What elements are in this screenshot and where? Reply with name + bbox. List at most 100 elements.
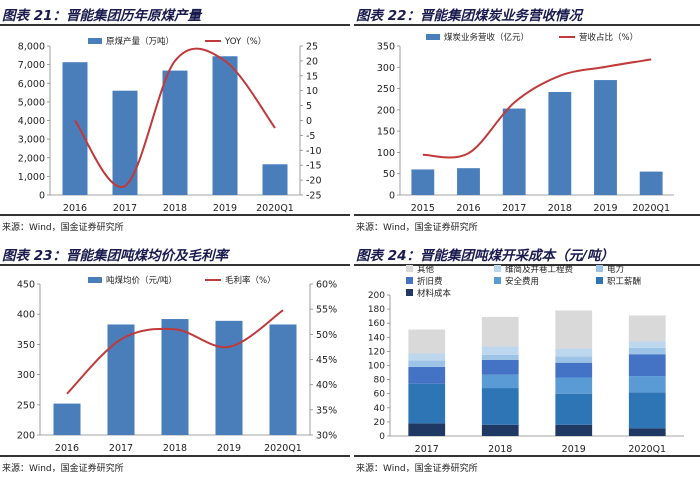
bar xyxy=(107,324,135,435)
y-tick-label-left: 120 xyxy=(368,347,385,357)
y-tick-label-right: -20 xyxy=(306,176,322,187)
x-tick-label: 2019 xyxy=(593,203,617,214)
y-tick-label-left: 350 xyxy=(17,340,35,351)
y-tick-label-left: 2,000 xyxy=(18,153,45,164)
x-tick-label: 2019 xyxy=(562,444,586,455)
x-tick-label: 2020Q1 xyxy=(256,203,294,214)
bar xyxy=(162,70,188,195)
stack-segment xyxy=(555,356,593,363)
y-tick-label-left: 200 xyxy=(368,291,385,301)
bar xyxy=(269,324,297,435)
legend-swatch-bar xyxy=(88,277,102,283)
y-tick-label-left: 200 xyxy=(377,105,395,116)
y-tick-label-right: -25 xyxy=(306,191,322,202)
chart-title: 图表 24：晋能集团吨煤开采成本（元/吨） xyxy=(356,248,614,264)
y-tick-label-left: 100 xyxy=(368,362,385,372)
stack-segment xyxy=(555,424,593,436)
y-tick-label-left: 4,000 xyxy=(18,116,45,127)
y-tick-label-left: 7,000 xyxy=(18,60,45,71)
y-tick-label-left: 300 xyxy=(17,370,35,381)
x-tick-label: 2018 xyxy=(488,444,512,455)
legend-label: 煤炭业务营收（亿元） xyxy=(444,32,529,43)
chart-title: 图表 23：晋能集团吨煤均价及毛利率 xyxy=(2,248,228,264)
x-tick-label: 2020Q1 xyxy=(264,443,302,454)
bar xyxy=(62,62,88,195)
y-tick-label-right: 0 xyxy=(306,116,312,127)
stack-segment xyxy=(628,428,666,436)
x-tick-label: 2015 xyxy=(411,203,435,214)
source-rule xyxy=(354,455,700,457)
stack-segment xyxy=(481,374,519,389)
y-tick-label-left: 5,000 xyxy=(18,97,45,108)
x-tick-label: 2017 xyxy=(502,203,526,214)
legend-label: 营收占比（%） xyxy=(579,32,638,43)
legend-label: 材料成本 xyxy=(417,288,452,299)
stack-segment xyxy=(628,392,666,429)
y-tick-label-right: 40% xyxy=(316,380,337,391)
title-rule xyxy=(0,264,350,266)
y-tick-label-left: 100 xyxy=(377,148,395,159)
chart-title: 图表 21：晋能集团历年原煤产量 xyxy=(2,8,201,24)
bar xyxy=(639,171,663,195)
x-tick-label: 2017 xyxy=(109,443,133,454)
y-tick-label-right: 10 xyxy=(306,86,318,97)
stack-segment xyxy=(628,315,666,342)
y-tick-label-right: 60% xyxy=(316,280,337,291)
stack-segment xyxy=(481,388,519,425)
y-tick-label-right: 5 xyxy=(306,101,312,112)
y-tick-label-left: 0 xyxy=(379,432,385,442)
y-tick-label-right: 50% xyxy=(316,330,337,341)
stack-segment xyxy=(481,359,519,375)
legend-label: YOY（%） xyxy=(224,36,266,47)
series-line xyxy=(422,58,652,159)
stack-segment xyxy=(481,316,519,347)
panel-chart-21: 图表 21：晋能集团历年原煤产量 0 1,000 2,000 3,000 4,000 5,… xyxy=(0,0,350,238)
legend-label: 电力 xyxy=(607,264,624,275)
y-tick-label-left: 160 xyxy=(368,319,385,329)
chart-21-svg: 0 1,000 2,000 3,000 4,000 5,000 6,000 7,000 8,00… xyxy=(18,36,322,214)
stack-segment xyxy=(555,310,593,349)
y-tick-label-right: 15 xyxy=(306,71,318,82)
legend-swatch xyxy=(494,277,501,284)
stack-segment xyxy=(481,424,519,436)
chart-22-svg: 0 50 100 150 200 250 300 350 2015 2016 2017 2018 201… xyxy=(377,32,674,214)
title-rule xyxy=(354,24,700,26)
y-tick-label-left: 6,000 xyxy=(18,79,45,90)
y-tick-label-right: -10 xyxy=(306,146,322,157)
chart-23-svg: 200 250 300 350 400 450 30% 35% 40% 45% 50% 55% 60% 2… xyxy=(17,275,337,454)
source-rule xyxy=(0,214,350,216)
x-tick-label: 2016 xyxy=(55,443,79,454)
x-tick-label: 2020Q1 xyxy=(632,203,670,214)
stack-segment xyxy=(408,366,446,384)
stack-segment xyxy=(408,423,446,436)
x-tick-label: 2017 xyxy=(113,203,137,214)
y-tick-label-left: 50 xyxy=(383,169,395,180)
legend-label: 毛利率（%） xyxy=(225,275,276,286)
bar xyxy=(411,169,435,195)
bar xyxy=(212,56,238,196)
bar xyxy=(548,91,572,195)
stack-segment xyxy=(408,383,446,424)
chart-source: 来源：Wind，国金证券研究所 xyxy=(2,223,124,233)
x-tick-label: 2019 xyxy=(213,203,237,214)
x-tick-label: 2019 xyxy=(217,443,241,454)
legend-swatch-bar xyxy=(88,38,102,44)
legend-label: 安全费用 xyxy=(505,276,539,287)
legend-label: 折旧费 xyxy=(417,276,443,287)
legend-label: 原煤产量（万吨） xyxy=(106,36,174,47)
y-tick-label-right: 25 xyxy=(306,42,318,53)
legend-label: 其他 xyxy=(417,264,435,275)
stack-segment xyxy=(408,353,446,361)
legend-swatch xyxy=(406,289,413,296)
x-tick-label: 2017 xyxy=(415,444,439,455)
bar xyxy=(594,80,617,195)
x-tick-label: 2016 xyxy=(456,203,480,214)
y-tick-label-left: 150 xyxy=(377,127,395,138)
chart-24-svg: 0 20 40 60 80 100 120 140 160 180 200 2017 2018 2019 2… xyxy=(368,264,684,455)
stack-segment xyxy=(555,362,593,378)
stack-segment xyxy=(555,377,593,394)
y-tick-label-left: 0 xyxy=(39,191,45,202)
y-tick-label-left: 1,000 xyxy=(18,172,45,183)
y-tick-label-right: 45% xyxy=(316,355,337,366)
y-tick-label-left: 250 xyxy=(377,84,395,95)
